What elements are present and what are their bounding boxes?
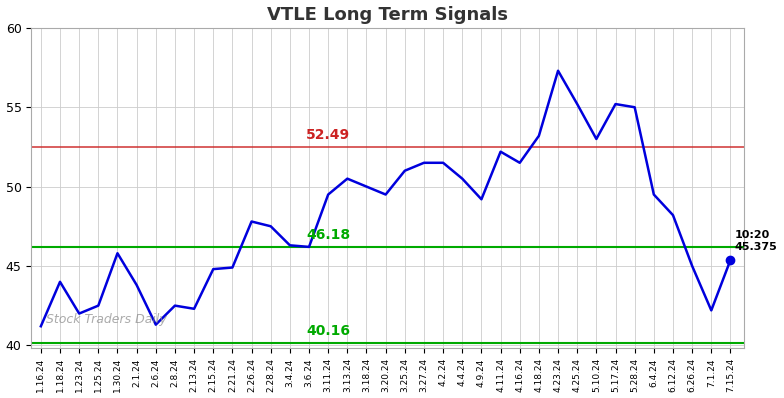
Text: 40.16: 40.16 [307, 324, 350, 338]
Text: 52.49: 52.49 [306, 128, 350, 142]
Text: 10:20
45.375: 10:20 45.375 [735, 230, 777, 252]
Title: VTLE Long Term Signals: VTLE Long Term Signals [267, 6, 508, 23]
Text: Stock Traders Daily: Stock Traders Daily [45, 313, 166, 326]
Text: 46.18: 46.18 [306, 228, 350, 242]
